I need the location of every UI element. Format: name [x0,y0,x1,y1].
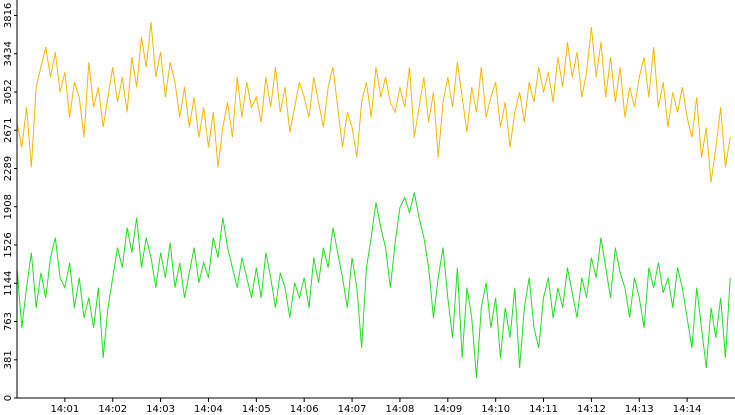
y-tick-label: 2289 [3,156,14,181]
x-tick-label: 14:06 [290,404,319,415]
series-line [16,22,731,183]
x-tick-label: 14:08 [386,404,415,415]
y-tick-label: 381 [3,350,14,369]
x-tick-label: 14:10 [481,404,510,415]
series-line [16,192,731,378]
x-tick-label: 14:03 [146,404,175,415]
x-tick-label: 14:01 [50,404,79,415]
x-tick-label: 14:05 [242,404,271,415]
x-tick-label: 14:11 [529,404,558,415]
x-tick-label: 14:09 [433,404,462,415]
y-tick-label: 1908 [3,194,14,219]
y-tick-label: 2671 [3,118,14,143]
y-tick-label: 3434 [3,41,14,66]
y-tick-label: 763 [3,312,14,331]
x-tick-label: 14:14 [673,404,702,415]
x-tick-label: 14:04 [194,404,223,415]
y-tick-label: 0 [3,395,14,401]
y-tick-label: 1526 [3,232,14,257]
y-tick-label: 3052 [3,79,14,104]
x-tick-label: 14:02 [98,404,127,415]
x-tick-label: 14:07 [338,404,367,415]
y-tick-label: 1144 [3,271,14,296]
x-tick-label: 14:13 [625,404,654,415]
x-tick-label: 14:12 [577,404,606,415]
y-tick-label: 3816 [3,3,14,28]
